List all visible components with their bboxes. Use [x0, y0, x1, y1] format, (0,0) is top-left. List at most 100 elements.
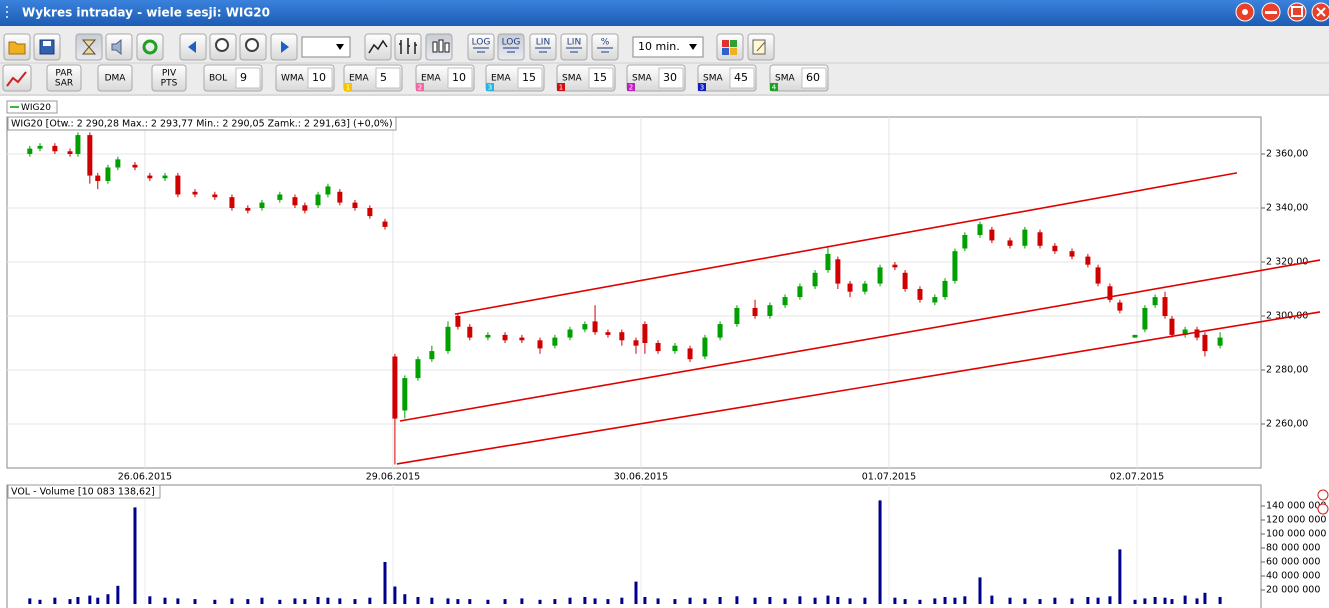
zoom-in-icon	[215, 38, 229, 52]
candle-body	[229, 197, 235, 208]
volume-y-tick-label: 100 000 000	[1266, 529, 1326, 540]
maximize-button[interactable]	[1287, 2, 1307, 22]
candle-body	[132, 164, 138, 168]
back-icon	[188, 41, 196, 53]
volume-info: VOL - Volume [10 083 138,62]	[11, 487, 155, 498]
x-tick-label: 30.06.2015	[614, 472, 668, 483]
volume-bar	[1153, 597, 1157, 604]
candle-body	[192, 191, 198, 195]
candle-body	[1132, 334, 1138, 338]
volume-bar	[76, 597, 80, 604]
panel-resize-handle[interactable]	[1317, 489, 1329, 501]
candle-body	[717, 324, 723, 338]
volume-bar	[1008, 597, 1012, 604]
window-title: Wykres intraday - wiele sesji: WIG20	[22, 6, 270, 20]
y-tick-label: 2 300,00	[1266, 310, 1308, 321]
volume-bar	[116, 585, 120, 604]
indicator-period: 15	[593, 71, 607, 84]
candle-body	[115, 159, 121, 168]
line-chart-button[interactable]	[364, 33, 392, 61]
study-button[interactable]	[97, 64, 133, 92]
volume-bar	[863, 597, 867, 604]
candle-body	[27, 148, 33, 154]
volume-bar	[133, 507, 137, 604]
scale-button[interactable]	[529, 33, 557, 61]
x-tick-label: 02.07.2015	[1110, 472, 1164, 483]
scale-button[interactable]	[467, 33, 495, 61]
indicator-period-field[interactable]	[517, 67, 543, 89]
scale-button[interactable]	[497, 33, 525, 61]
indicator-period: 15	[522, 71, 536, 84]
candle-body	[619, 332, 625, 341]
candle-body	[415, 359, 421, 379]
volume-bar	[568, 597, 572, 604]
volume-bar	[606, 599, 610, 604]
indicator-slot-number: 1	[346, 84, 350, 92]
candle-body	[302, 205, 308, 211]
y-tick-label: 2 340,00	[1266, 202, 1308, 213]
indicator-slot-number: 1	[559, 84, 563, 92]
candle-body	[1117, 302, 1123, 311]
x-tick-label: 01.07.2015	[862, 472, 916, 483]
candle-body	[942, 280, 948, 298]
volume-bar	[446, 598, 450, 604]
candle-body	[917, 288, 923, 300]
candle-body	[655, 342, 661, 352]
indicator-period-field[interactable]	[307, 67, 333, 89]
candle-body	[752, 307, 758, 316]
chart: WIG20 2 260,00 2 280,00 2 300,00 2 320,00 2 3…	[6, 100, 1329, 608]
candle-body	[1169, 318, 1175, 335]
indicator-period-field[interactable]	[658, 67, 684, 89]
study-button[interactable]	[46, 64, 82, 92]
candle-body	[1022, 229, 1028, 246]
candle-body	[445, 326, 451, 352]
chart-style-button[interactable]	[2, 64, 32, 92]
indicator-name: EMA	[349, 74, 369, 84]
indicator-period-field[interactable]	[729, 67, 755, 89]
volume-bar	[303, 599, 307, 604]
folder-icon	[8, 41, 26, 55]
indicator-period-field[interactable]	[447, 67, 473, 89]
volume-bar	[293, 598, 297, 604]
volume-bar	[163, 597, 167, 604]
indicator-period: 30	[663, 71, 677, 84]
colors-icon	[730, 40, 737, 47]
volume-bar	[826, 595, 830, 604]
zoom-out-icon	[245, 38, 259, 52]
indicator-period-field[interactable]	[801, 67, 827, 89]
volume-bar	[96, 597, 100, 604]
study-button[interactable]	[151, 64, 187, 92]
indicator-period-field[interactable]	[235, 67, 261, 89]
y-tick-label: 2 260,00	[1266, 418, 1308, 429]
volume-bar	[990, 595, 994, 604]
volume-bar	[688, 597, 692, 604]
interval-select[interactable]	[632, 36, 704, 58]
y-tick-label: 2 320,00	[1266, 256, 1308, 267]
indicator-period-field[interactable]	[588, 67, 614, 89]
candle-body	[467, 326, 473, 338]
candle-body	[105, 167, 111, 181]
volume-bar	[278, 599, 282, 604]
candle-body	[767, 305, 773, 316]
volume-bar	[643, 597, 647, 604]
range-select[interactable]	[301, 36, 351, 58]
indicator-name: EMA	[421, 74, 441, 84]
volume-bar	[620, 597, 624, 604]
candle-body	[862, 283, 868, 292]
candle-body	[1162, 297, 1168, 316]
candle-body	[567, 329, 573, 338]
volume-y-tick-label: 120 000 000	[1266, 515, 1326, 526]
volume-bar	[593, 598, 597, 604]
title-bar	[0, 0, 1329, 26]
refresh-icon	[142, 39, 158, 55]
volume-bar	[28, 598, 32, 604]
scale-button[interactable]	[560, 33, 588, 61]
candle-body	[519, 337, 525, 341]
candle-body	[977, 224, 983, 235]
indicator-slot-number: 2	[629, 84, 633, 92]
panel-resize-handle[interactable]	[1317, 503, 1329, 515]
indicator-period-field[interactable]	[375, 67, 401, 89]
scale-button[interactable]	[591, 33, 619, 61]
indicator-slot-number: 2	[418, 84, 422, 92]
refresh-button[interactable]	[136, 33, 164, 61]
